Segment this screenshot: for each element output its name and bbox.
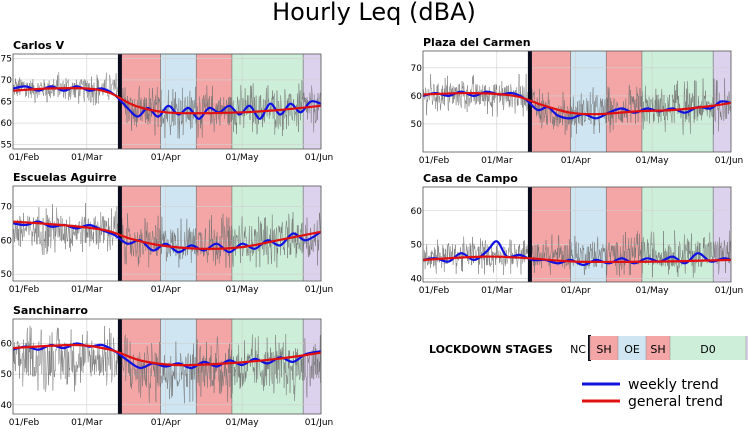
x-tick-label: 01/Apr xyxy=(561,156,591,166)
stage-code-label: SH xyxy=(596,343,611,356)
y-tick-label: 55 xyxy=(1,141,12,151)
x-tick-label: 01/Apr xyxy=(151,285,181,295)
lockdown-start-marker xyxy=(117,54,122,149)
weekly-trend-label: weekly trend xyxy=(628,377,719,393)
x-tick-label: 01/May xyxy=(226,285,260,295)
x-tick-label: 01/Feb xyxy=(419,286,450,296)
x-tick-label: 01/Feb xyxy=(419,156,450,166)
stage-code-label: OE xyxy=(624,343,640,356)
panel-escuelas-aguirre: Escuelas Aguirre 50 60 70 01/Feb 01/Mar 01/Apr… xyxy=(1,171,334,295)
weekly-trend-line xyxy=(423,90,731,120)
general-trend-line xyxy=(423,255,731,264)
panel-title: Escuelas Aguirre xyxy=(13,171,117,184)
lockdown-stages-legend: LOCKDOWN STAGES NCSHOESHD0D1 xyxy=(429,335,748,361)
x-tick-label: 01/Jun xyxy=(305,153,334,163)
y-tick-label: 40 xyxy=(1,401,13,411)
x-tick-label: 01/Apr xyxy=(561,286,591,296)
general-trend-line xyxy=(423,91,731,116)
panel-carlos-v: Carlos V 55 60 65 70 75 01/Feb 01/Mar 01/Apr 01/M… xyxy=(1,39,334,163)
general-trend-label: general trend xyxy=(628,394,723,410)
x-tick-label: 01/Jun xyxy=(305,418,334,428)
x-tick-label: 01/Feb xyxy=(9,285,40,295)
y-tick-label: 50 xyxy=(1,370,13,380)
weekly-trend-line xyxy=(13,342,321,370)
panel-plaza-del-carmen: Plaza del Carmen 50 60 70 01/Feb 01/Mar 01/Apr… xyxy=(411,36,744,166)
hourly-leq-line xyxy=(13,72,321,139)
x-tick-label: 01/Mar xyxy=(481,286,513,296)
x-tick-label: 01/May xyxy=(636,156,670,166)
x-tick-label: 01/Mar xyxy=(71,153,103,163)
lockdown-start-marker xyxy=(117,186,122,281)
stage-code-label: NC xyxy=(570,343,586,356)
stage-swatch-sh xyxy=(646,336,670,360)
y-tick-label: 40 xyxy=(411,275,423,285)
x-tick-label: 01/Mar xyxy=(71,285,103,295)
y-tick-label: 65 xyxy=(1,98,12,108)
stage-code-label: SH xyxy=(650,343,665,356)
x-tick-label: 01/Apr xyxy=(151,418,181,428)
y-tick-label: 60 xyxy=(411,92,423,102)
y-tick-label: 70 xyxy=(411,64,423,74)
x-tick-label: 01/Mar xyxy=(71,418,103,428)
panel-title: Sanchinarro xyxy=(13,304,88,317)
panel-title: Plaza del Carmen xyxy=(423,36,531,49)
x-tick-label: 01/Jun xyxy=(715,286,744,296)
figure-title: Hourly Leq (dBA) xyxy=(272,0,476,26)
stage-swatches: NCSHOESHD0D1 xyxy=(570,335,748,361)
stage-band-oe xyxy=(570,187,607,282)
y-tick-label: 75 xyxy=(1,54,12,64)
x-tick-label: 01/Jun xyxy=(305,285,334,295)
general-trend-line xyxy=(13,220,321,250)
stage-swatch-oe xyxy=(618,336,646,360)
y-tick-label: 50 xyxy=(411,241,423,251)
x-tick-label: 01/Feb xyxy=(9,153,40,163)
stage-swatch-d0 xyxy=(670,336,746,360)
trend-legend: weekly trend general trend xyxy=(582,377,723,410)
y-tick-label: 60 xyxy=(1,119,13,129)
general-trend-line xyxy=(13,343,321,367)
plot-frame xyxy=(12,185,322,282)
x-tick-label: 01/May xyxy=(226,418,260,428)
lockdown-start-marker xyxy=(527,187,532,282)
general-trend-line xyxy=(13,87,321,115)
plot-frame xyxy=(12,53,322,150)
panel-sanchinarro: Sanchinarro 40 50 60 01/Feb 01/Mar 01/Apr 01/Ma… xyxy=(1,304,334,428)
y-tick-label: 60 xyxy=(411,207,423,217)
x-tick-label: 01/Apr xyxy=(151,153,181,163)
plot-frame xyxy=(422,50,732,153)
x-tick-label: 01/May xyxy=(226,153,260,163)
hourly-leq-line xyxy=(13,203,321,268)
stage-band-d1 xyxy=(713,187,731,282)
panel-title: Carlos V xyxy=(13,39,65,52)
x-tick-label: 01/Feb xyxy=(9,418,40,428)
stage-band-sh xyxy=(119,186,161,281)
plot-frame xyxy=(422,186,732,283)
x-tick-label: 01/Mar xyxy=(481,156,513,166)
panel-casa-de-campo: Casa de Campo 40 50 60 01/Feb 01/Mar 01/Apr 01/… xyxy=(411,172,744,296)
y-tick-label: 60 xyxy=(1,236,13,246)
y-tick-label: 70 xyxy=(1,202,13,212)
stage-code-label: D0 xyxy=(700,343,715,356)
x-tick-label: 01/May xyxy=(636,286,670,296)
y-tick-label: 60 xyxy=(1,340,13,350)
plot-frame xyxy=(12,318,322,415)
stage-swatch-sh xyxy=(590,336,618,360)
y-tick-label: 50 xyxy=(1,270,13,280)
legend-lockdown-marker xyxy=(588,335,591,361)
x-tick-label: 01/Jun xyxy=(715,156,744,166)
stage-swatch-d1 xyxy=(746,336,748,360)
lockdown-stages-label: LOCKDOWN STAGES xyxy=(429,343,553,356)
hourly-leq-line xyxy=(423,230,731,278)
panel-title: Casa de Campo xyxy=(423,172,518,185)
lockdown-start-marker xyxy=(117,319,122,414)
y-tick-label: 70 xyxy=(1,76,13,86)
y-tick-label: 50 xyxy=(411,120,423,130)
